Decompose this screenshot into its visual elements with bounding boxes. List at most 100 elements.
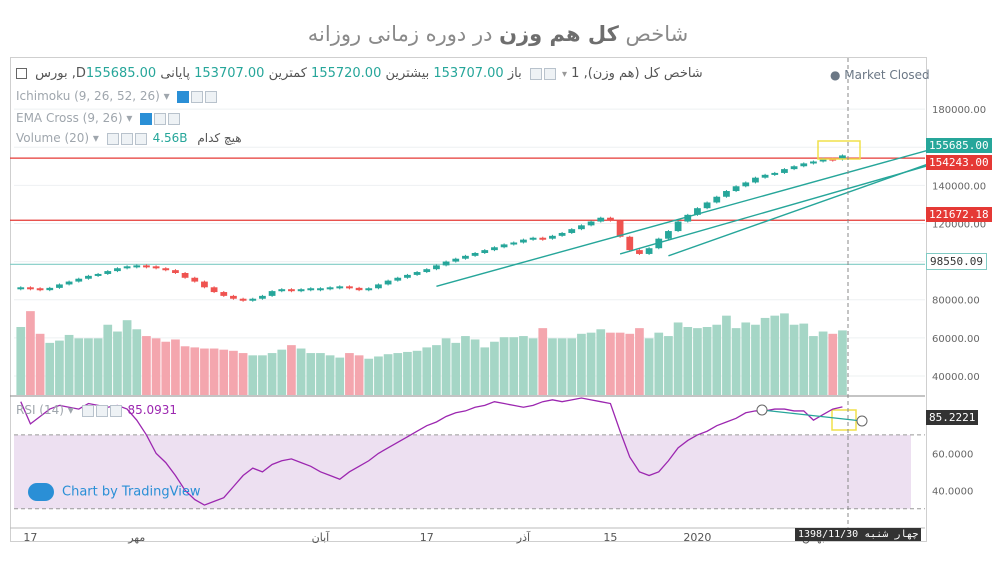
volume-bar [722, 315, 731, 395]
volume-bar [103, 324, 113, 395]
volume-bar [838, 330, 847, 395]
rsi-label-last: 85.2221 [926, 410, 979, 425]
volume-bar [296, 348, 306, 395]
candle [278, 289, 286, 292]
candle [500, 244, 508, 248]
candle [94, 273, 102, 276]
candle [123, 266, 131, 269]
candle [510, 242, 518, 245]
volume-bar [180, 346, 190, 395]
candle [36, 288, 44, 291]
candle [423, 269, 431, 273]
indicator-ichimoku[interactable]: Ichimoku (9, 26, 52, 26) ▾ [16, 89, 219, 104]
indicator-volume[interactable]: Volume (20) ▾ 4.56B هیچ کدام [16, 131, 242, 145]
candle [143, 265, 150, 268]
volume-bar [383, 354, 393, 395]
candle [133, 265, 141, 268]
volume-note: هیچ کدام [197, 131, 242, 145]
volume-bar [432, 345, 441, 395]
volume-bar [567, 338, 577, 395]
candle [549, 235, 556, 239]
volume-bar [335, 357, 345, 395]
candle [394, 277, 402, 281]
volume-bar [55, 340, 64, 395]
candle [732, 186, 740, 192]
rsi-tick-label: 60.0000 [932, 449, 973, 460]
candle [587, 221, 595, 226]
candle [56, 284, 63, 288]
volume-bar [577, 333, 586, 395]
symbol-name[interactable]: بورس ,Dشاخص کل (هم وزن), 1 [35, 66, 703, 81]
indicator-ema[interactable]: EMA Cross (9, 26) ▾ [16, 111, 182, 126]
volume-bar [741, 322, 751, 395]
volume-bar [151, 338, 161, 395]
candle [819, 158, 827, 162]
candle [75, 278, 83, 282]
legend-buttons[interactable] [529, 66, 558, 81]
volume-bar [828, 333, 838, 395]
candle [85, 275, 92, 279]
volume-bar [93, 338, 103, 395]
highlight-box [817, 140, 861, 160]
volume-bar [16, 327, 26, 395]
candle [800, 163, 808, 167]
channel-upper-line [436, 146, 940, 288]
volume-bar [702, 327, 712, 395]
candle [491, 247, 498, 251]
volume-bar [780, 313, 789, 395]
candle [713, 196, 721, 203]
candle [152, 266, 160, 269]
candle [520, 239, 527, 243]
volume-bar [374, 356, 383, 395]
volume-bar [238, 353, 248, 395]
price-tick-label: 140000.00 [932, 181, 986, 192]
volume-bar [548, 338, 557, 395]
support-line [619, 161, 940, 255]
volume-bar [731, 328, 741, 395]
candle [317, 288, 324, 291]
volume-bar [499, 337, 509, 395]
volume-bar [161, 341, 171, 395]
volume-bar [683, 327, 693, 395]
x-tick-label: 15 [603, 531, 617, 544]
volume-bar [519, 336, 528, 395]
menu-icon[interactable] [16, 68, 27, 79]
tradingview-watermark[interactable]: Chart by TradingView [28, 483, 200, 501]
volume-bar [441, 338, 451, 395]
volume-bar [113, 331, 122, 395]
x-tick-label: مهر [127, 531, 145, 544]
candle [810, 161, 817, 164]
candle [210, 287, 218, 293]
candle [249, 298, 257, 301]
volume-bar [664, 336, 673, 395]
volume-bar [316, 353, 325, 395]
high-value: 155720.00 [311, 66, 382, 81]
volume-bar [345, 353, 354, 395]
market-status: ● Market Closed [830, 68, 930, 82]
volume-bar [654, 332, 664, 395]
open-value: 153707.00 [433, 66, 504, 81]
candle [703, 202, 711, 209]
indicator-rsi[interactable]: RSI (14) ▾ 85.0931 [16, 403, 178, 417]
chevron-down-icon[interactable]: ▾ [561, 69, 568, 80]
candle [201, 281, 208, 288]
candle [839, 155, 846, 160]
ohlc-legend: بورس ,Dشاخص کل (هم وزن), 1 ▾ باز 153707.… [16, 66, 703, 81]
candle [665, 231, 672, 239]
price-tick-label: 40000.00 [932, 372, 980, 383]
volume-bar [799, 323, 809, 395]
volume-bar [760, 317, 770, 395]
volume-bar [277, 349, 287, 395]
volume-bar [45, 342, 55, 395]
candle [375, 284, 382, 289]
volume-bar [229, 350, 238, 395]
volume-bar [693, 328, 702, 395]
candle [384, 280, 392, 285]
volume-bar [26, 311, 35, 395]
tradingview-logo-icon [28, 483, 54, 501]
volume-bar [789, 324, 799, 395]
volume-bar [35, 333, 45, 395]
rsi-value: 85.0931 [127, 403, 178, 417]
candle [539, 237, 547, 240]
